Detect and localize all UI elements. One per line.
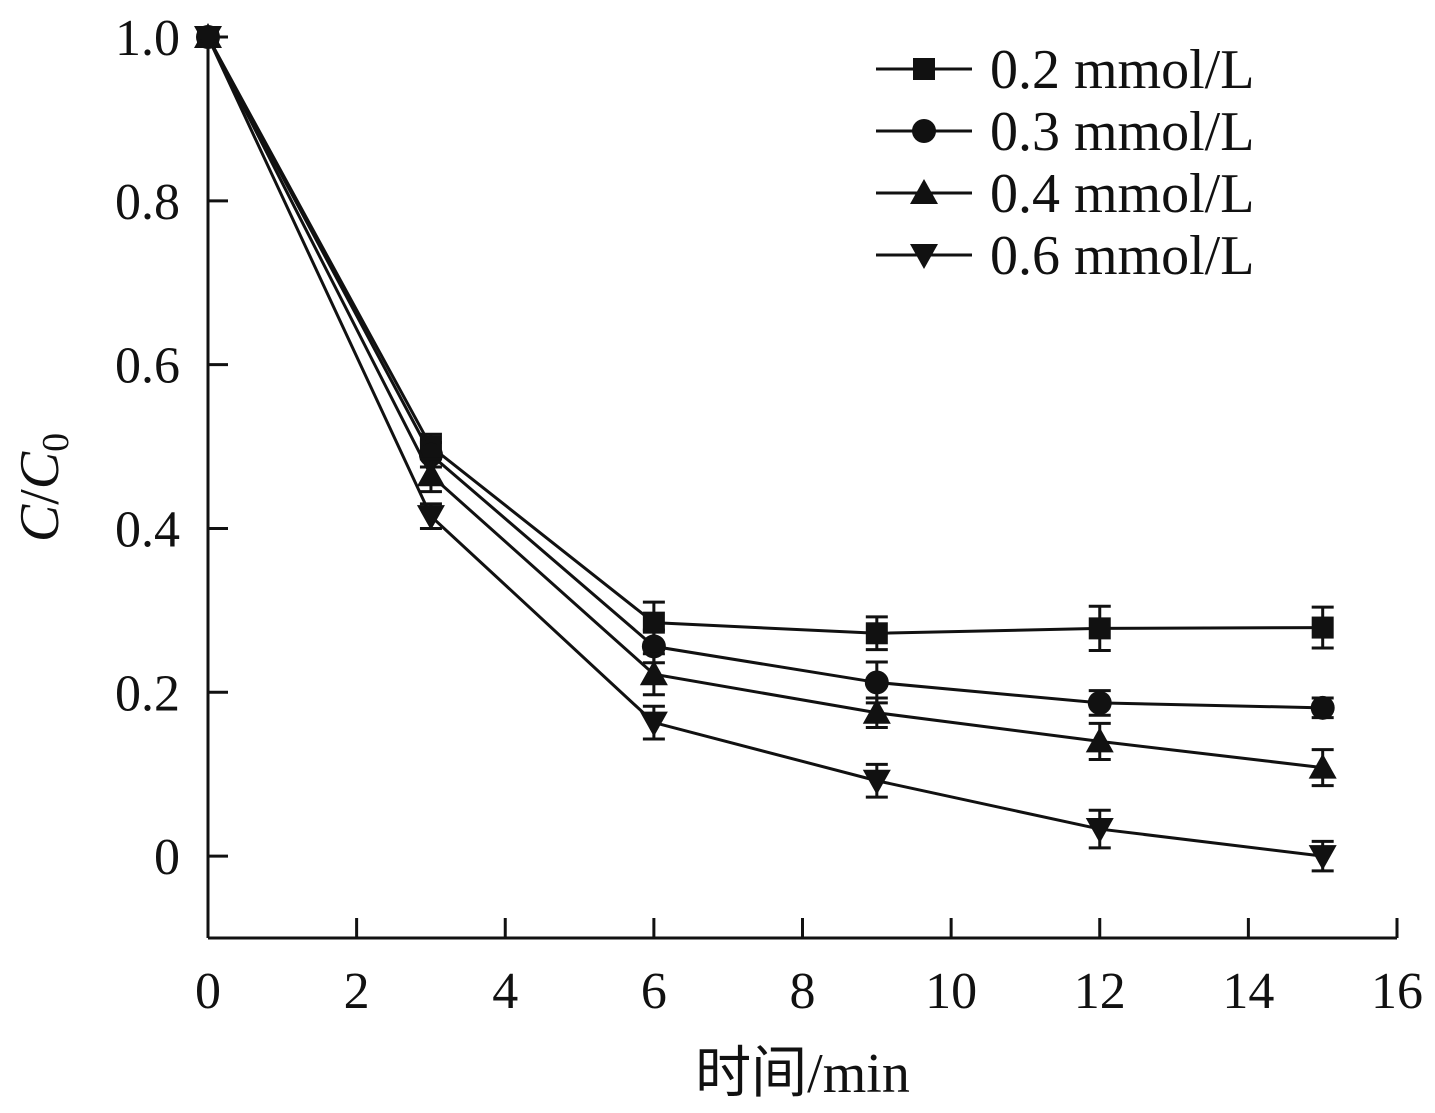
data-point bbox=[1087, 690, 1112, 715]
data-point bbox=[642, 611, 665, 634]
y-axis-title-main: C bbox=[9, 504, 71, 542]
series-layer bbox=[194, 23, 1337, 873]
legend-item: 0.3 mmol/L bbox=[876, 101, 1254, 163]
y-axis-title-sub: 0 bbox=[35, 433, 77, 452]
y-tick-label: 1.0 bbox=[115, 10, 180, 67]
x-tick-label: 14 bbox=[1222, 963, 1274, 1020]
x-tick-label: 0 bbox=[195, 963, 221, 1020]
x-tick-label: 16 bbox=[1371, 963, 1423, 1020]
data-point bbox=[416, 505, 445, 531]
legend-label: 0.6 mmol/L bbox=[990, 225, 1254, 287]
data-point bbox=[639, 660, 668, 686]
y-axis-title: C/C0 bbox=[9, 433, 77, 542]
data-point bbox=[862, 698, 891, 724]
y-axis-title-base: C bbox=[9, 451, 71, 489]
series-line bbox=[206, 36, 1323, 710]
data-point bbox=[1308, 753, 1337, 779]
x-tick-label: 10 bbox=[925, 963, 977, 1020]
series-4 bbox=[194, 26, 1337, 873]
legend-marker bbox=[910, 244, 938, 269]
x-tick-label: 4 bbox=[492, 963, 518, 1020]
y-axis-title-sep: / bbox=[9, 489, 71, 505]
data-point bbox=[1310, 695, 1335, 720]
data-point bbox=[194, 26, 222, 51]
data-point bbox=[416, 461, 445, 487]
legend-marker bbox=[913, 58, 935, 80]
data-point bbox=[864, 670, 889, 695]
legend-label: 0.2 mmol/L bbox=[990, 39, 1254, 101]
x-tick-label: 12 bbox=[1074, 963, 1126, 1020]
y-ticks: 0 0.2 0.4 0.6 0.8 1.0 bbox=[115, 10, 228, 886]
data-point bbox=[1085, 727, 1114, 753]
data-point bbox=[865, 622, 888, 645]
legend-item: 0.6 mmol/L bbox=[876, 225, 1254, 287]
legend-label: 0.3 mmol/L bbox=[990, 101, 1254, 163]
series-line bbox=[206, 36, 1323, 635]
legend-label: 0.4 mmol/L bbox=[990, 163, 1254, 225]
y-tick-label: 0.4 bbox=[115, 501, 180, 558]
legend-item: 0.2 mmol/L bbox=[876, 39, 1254, 101]
y-tick-label: 0.2 bbox=[115, 665, 180, 722]
series-line bbox=[206, 36, 1323, 858]
legend-marker bbox=[912, 119, 936, 143]
data-point bbox=[862, 769, 891, 795]
data-point bbox=[1085, 818, 1114, 844]
data-point bbox=[1311, 616, 1334, 639]
legend-item: 0.4 mmol/L bbox=[876, 163, 1254, 225]
x-axis-title: 时间/min bbox=[695, 1043, 910, 1105]
data-point bbox=[1088, 617, 1111, 640]
legend: 0.2 mmol/L0.3 mmol/L0.4 mmol/L0.6 mmol/L bbox=[876, 39, 1254, 287]
series-line bbox=[206, 36, 1323, 770]
data-point bbox=[639, 711, 668, 737]
y-tick-label: 0 bbox=[154, 829, 180, 886]
y-tick-label: 0.8 bbox=[115, 174, 180, 231]
data-point bbox=[1308, 845, 1337, 871]
legend-marker bbox=[910, 179, 938, 204]
x-tick-label: 2 bbox=[344, 963, 370, 1020]
x-tick-label: 8 bbox=[790, 963, 816, 1020]
x-tick-label: 6 bbox=[641, 963, 667, 1020]
y-tick-label: 0.6 bbox=[115, 338, 180, 395]
x-ticks: 0 2 4 6 8 10 12 14 16 bbox=[195, 918, 1423, 1020]
series-3 bbox=[194, 23, 1337, 788]
